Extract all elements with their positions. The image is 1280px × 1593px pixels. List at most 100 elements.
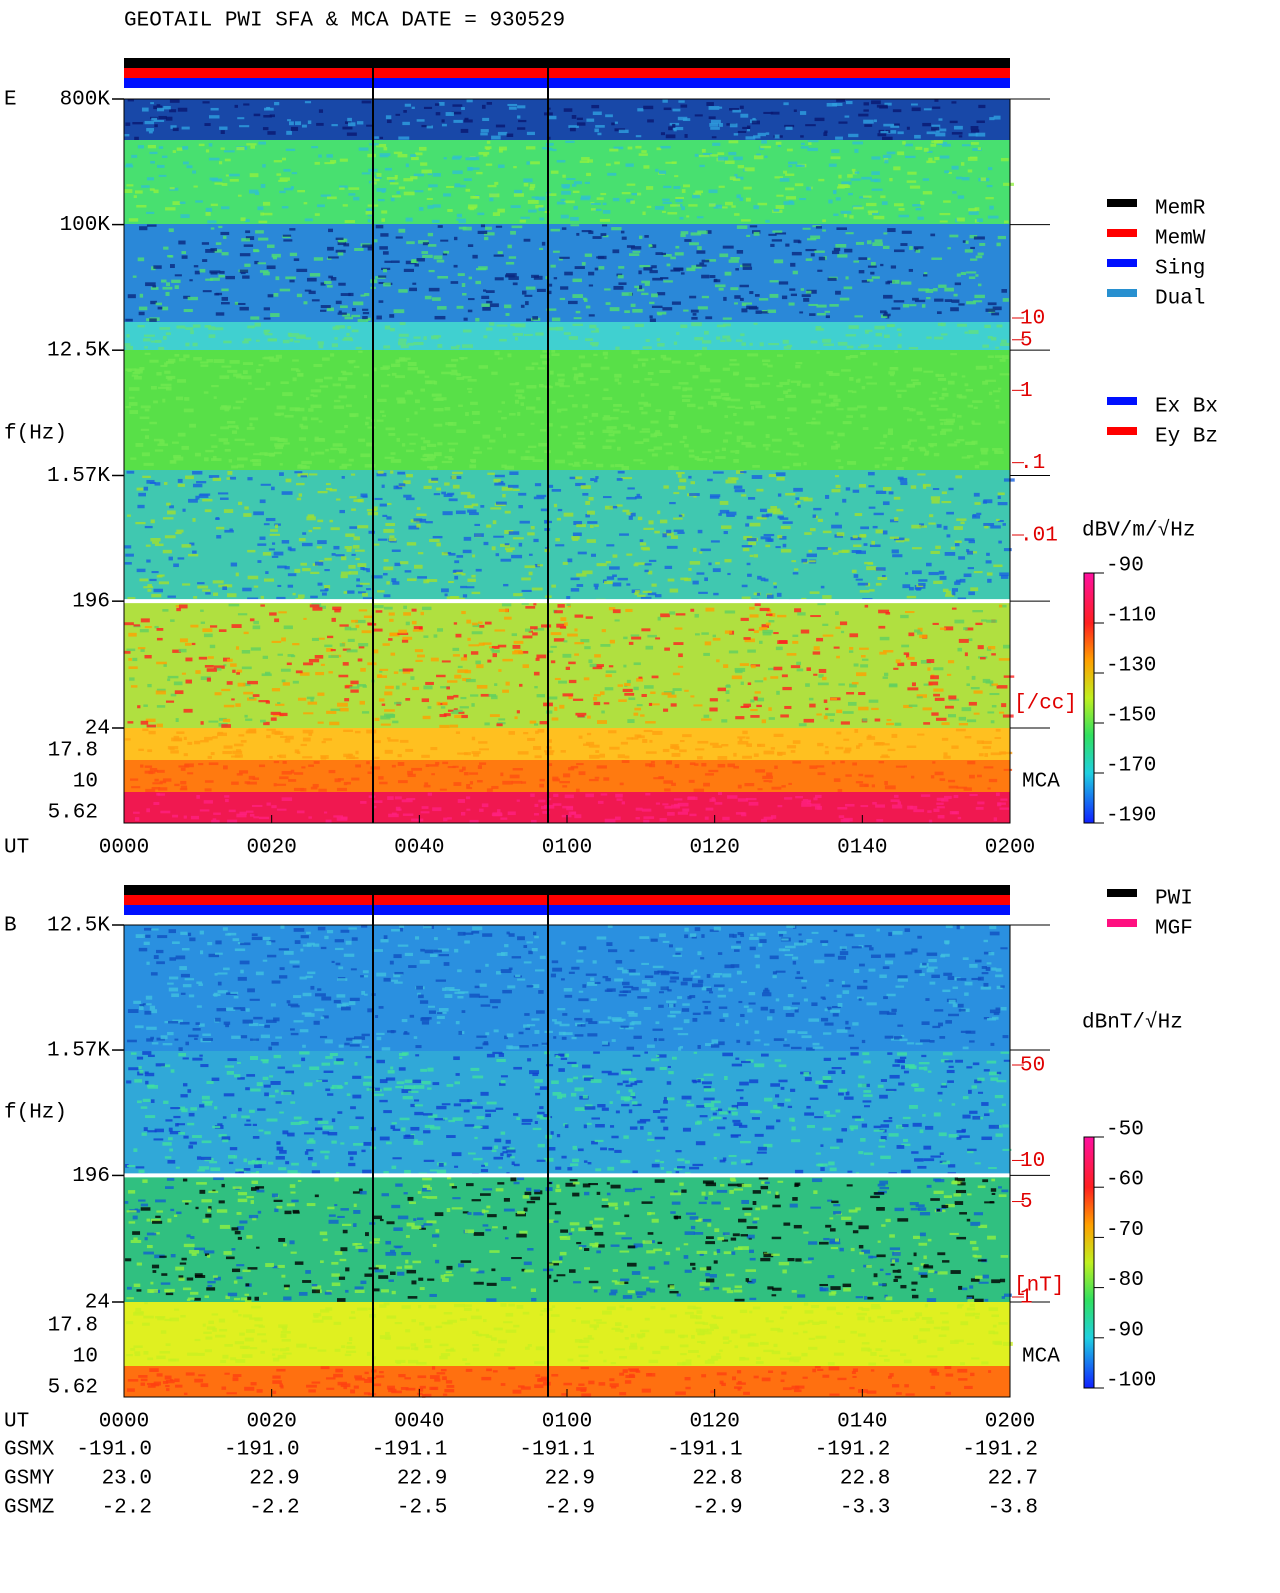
spectrogram-cell	[641, 428, 650, 431]
spectrogram-cell	[179, 358, 186, 362]
spectrogram-cell	[212, 736, 218, 739]
y-axis-label: f(Hz)	[4, 423, 67, 446]
spectrogram-cell	[618, 994, 627, 997]
colorbar-tick-label: -90	[1106, 555, 1144, 578]
spectrogram-cell	[746, 538, 757, 542]
spectrogram-cell	[688, 204, 698, 207]
spectrogram-cell	[442, 701, 448, 705]
spectrogram-cell	[135, 934, 146, 939]
spectrogram-cell	[967, 567, 975, 570]
spectrogram-cell	[490, 648, 495, 651]
spectrogram-cell	[723, 439, 729, 443]
spectrogram-cell	[128, 657, 132, 661]
spectrogram-cell	[585, 338, 593, 342]
spectrogram-cell	[405, 163, 409, 168]
spectrogram-cell	[255, 230, 264, 234]
spectrogram-cell	[451, 111, 462, 115]
spectrogram-cell	[156, 637, 163, 641]
spectrogram-cell	[745, 197, 751, 202]
spectrogram-cell	[127, 514, 131, 517]
spectrogram-cell	[287, 1003, 299, 1006]
spectrogram-cell	[928, 958, 937, 963]
spectrogram-cell	[362, 244, 373, 248]
spectrogram-cell	[124, 650, 131, 654]
spectrogram-cell	[888, 491, 894, 495]
spectrogram-cell	[162, 1043, 173, 1046]
spectrogram-cell	[749, 225, 758, 228]
spectrogram-cell	[984, 324, 991, 328]
spectrogram-cell	[646, 205, 652, 209]
spectrogram-cell	[663, 254, 672, 257]
spectrogram-cell	[872, 801, 877, 805]
spectrogram-cell	[348, 458, 354, 462]
spectrogram-cell	[787, 407, 797, 412]
spectrogram-cell	[312, 943, 320, 947]
spectrogram-cell	[395, 113, 401, 116]
spectrogram-cell	[518, 542, 523, 547]
spectrogram-cell	[300, 788, 307, 792]
spectrogram-cell	[533, 813, 539, 816]
spectrogram-cell	[622, 981, 630, 986]
spectrogram-cell	[276, 808, 287, 811]
spectrogram-cell	[568, 125, 579, 128]
spectrogram-cell	[560, 286, 569, 290]
spectrogram-cell	[721, 525, 732, 529]
spectrogram-cell	[317, 519, 324, 523]
spectrogram-cell	[957, 195, 965, 199]
spectrogram-cell	[763, 111, 774, 114]
spectrogram-cell	[565, 140, 575, 143]
spectrogram-cell	[695, 190, 703, 194]
spectrogram-cell	[167, 1031, 174, 1036]
spectrogram-cell	[588, 230, 594, 235]
spectrogram-cell	[313, 761, 320, 764]
spectrogram-cell	[390, 459, 402, 463]
spectrogram-cell	[742, 263, 752, 267]
spectrogram-cell	[258, 700, 269, 703]
spectrogram-cell	[884, 960, 894, 965]
spectrogram-cell	[724, 610, 736, 614]
spectrogram-cell	[315, 378, 323, 383]
spectrogram-cell	[907, 687, 919, 691]
spectrogram-cell	[808, 303, 818, 307]
spectrogram-cell	[233, 743, 244, 747]
spectrogram-cell	[498, 480, 504, 484]
spectrogram-cell	[566, 178, 576, 181]
spectrogram-cell	[926, 296, 931, 300]
spectrogram-cell	[305, 975, 313, 979]
spectrogram-cell	[776, 354, 783, 357]
spectrogram-cell	[285, 735, 294, 740]
spectrogram-cell	[689, 813, 697, 817]
spectrogram-cell	[947, 443, 958, 447]
spectrogram-cell	[998, 540, 1002, 544]
spectrogram-cell	[970, 587, 979, 592]
spectrogram-cell	[493, 254, 504, 257]
spectrogram-cell	[338, 674, 349, 678]
spectrogram-cell	[355, 346, 362, 350]
spectrogram-cell	[928, 571, 939, 576]
spectrogram-cell	[326, 648, 333, 652]
spectrogram-cell	[413, 173, 425, 177]
spectrogram-cell	[898, 208, 905, 211]
spectrogram-cell	[856, 745, 860, 749]
spectrogram-cell	[264, 333, 273, 336]
spectrogram-cell	[495, 225, 503, 228]
spectrogram-cell	[974, 502, 981, 505]
spectrogram-cell	[617, 274, 624, 279]
spectrogram-cell	[344, 220, 356, 223]
spectrogram-cell	[471, 574, 476, 578]
x-tick-label: 0120	[689, 837, 739, 860]
spectrogram-cell	[521, 602, 529, 605]
spectrogram-cell	[477, 230, 488, 235]
spectrogram-cell	[848, 650, 854, 653]
spectrogram-cell	[127, 99, 134, 102]
spectrogram-cell	[346, 1037, 355, 1041]
spectrogram-cell	[623, 424, 631, 427]
spectrogram-cell	[234, 104, 238, 108]
spectrogram-cell	[642, 346, 652, 350]
spectrogram-cell	[655, 409, 662, 412]
spectrogram-cell	[521, 589, 532, 593]
spectrogram-cell	[603, 702, 610, 705]
spectrogram-cell	[413, 336, 421, 339]
spectrogram-cell	[381, 218, 386, 222]
spectrogram-cell	[765, 447, 769, 451]
